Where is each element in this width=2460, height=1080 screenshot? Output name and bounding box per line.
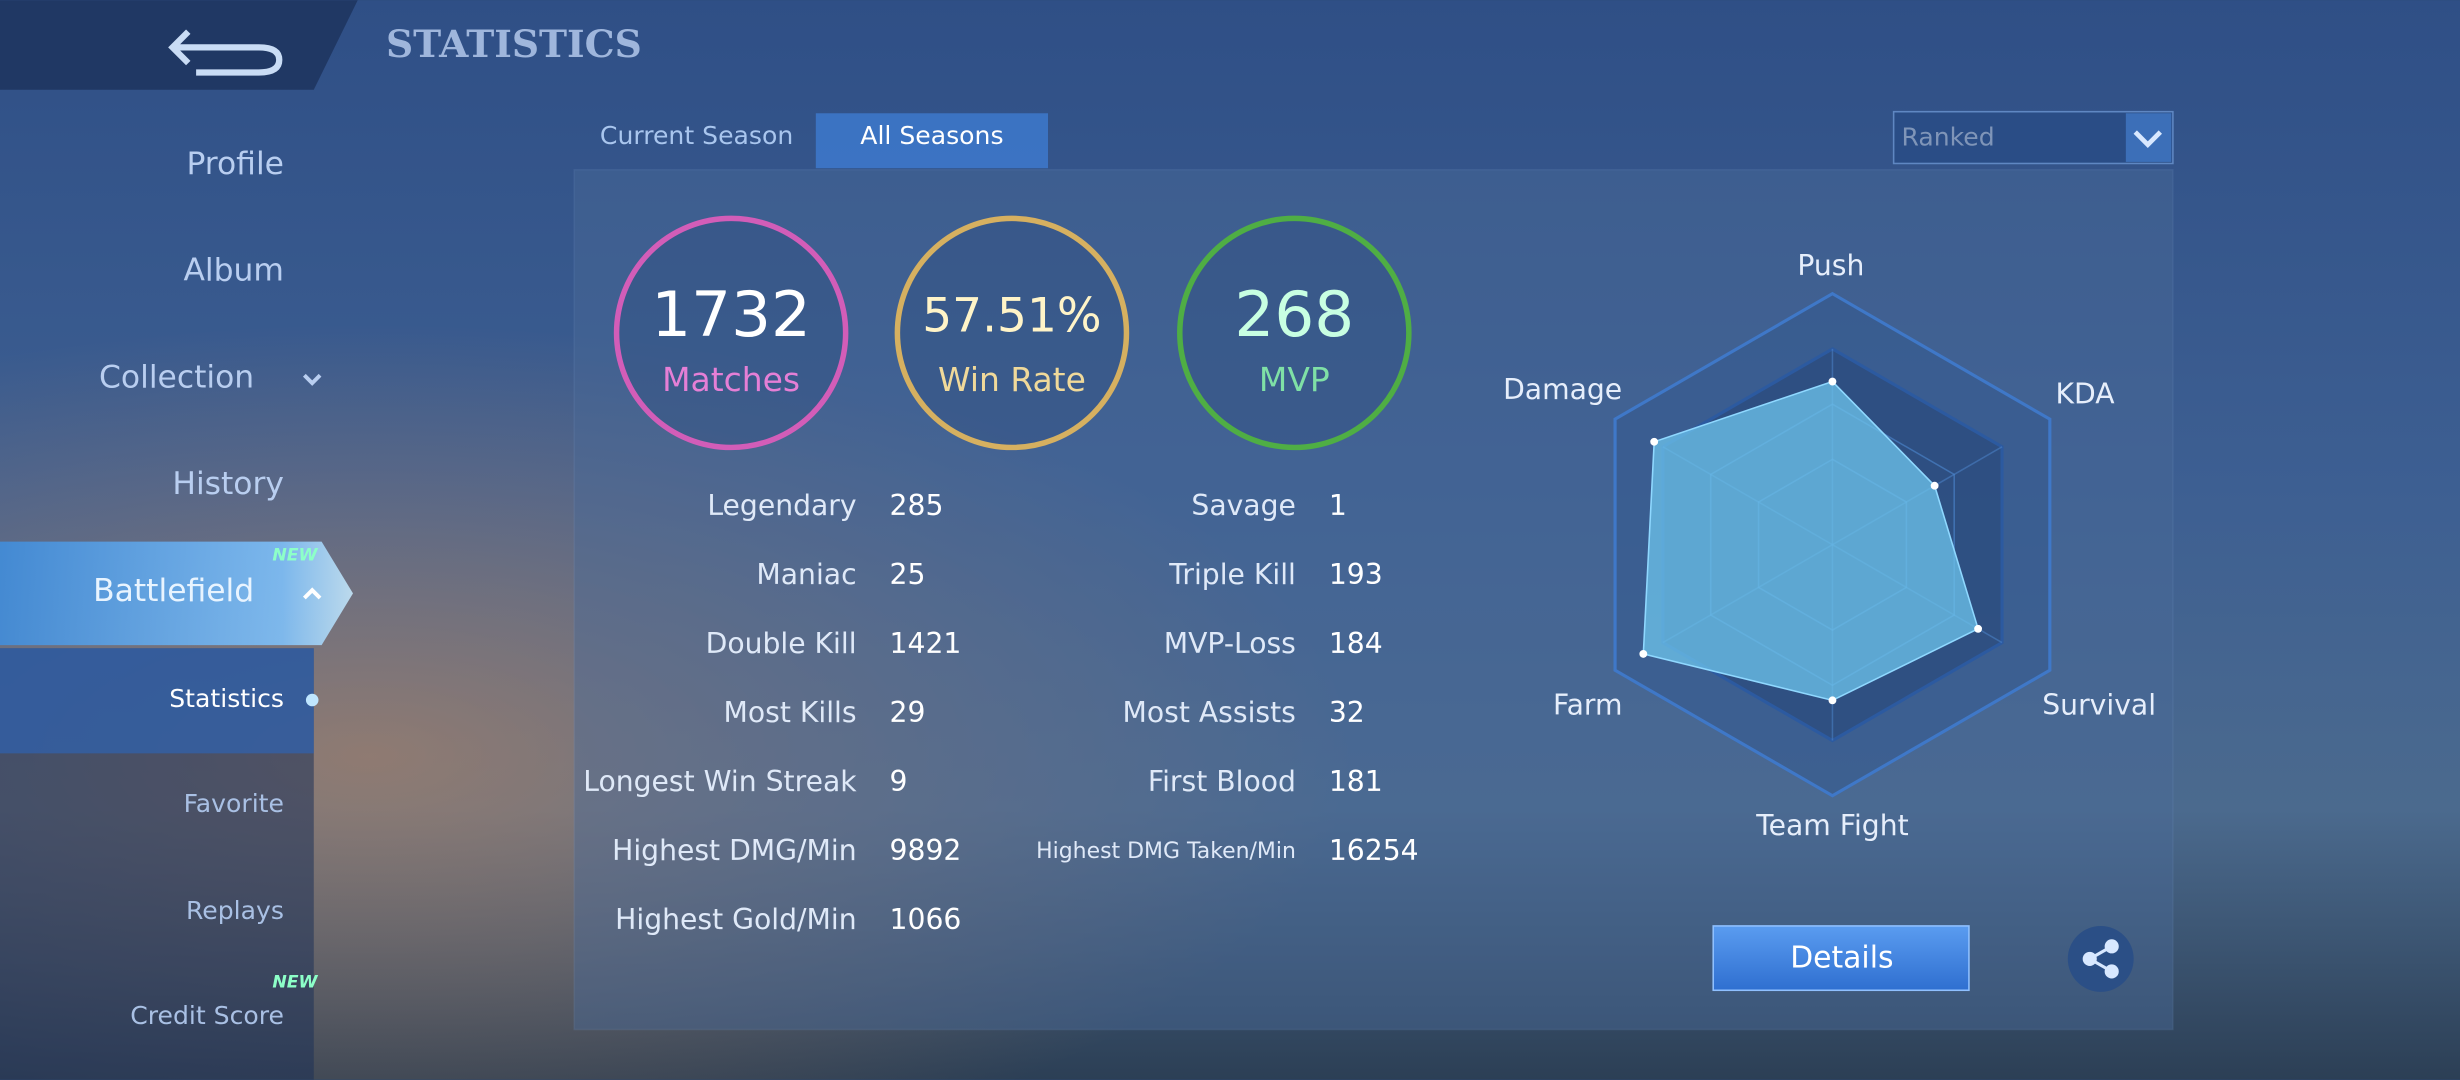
season-tab[interactable]: All Seasons <box>860 121 1003 150</box>
selected-dot <box>305 693 319 707</box>
stat-value: 16254 <box>1329 834 1419 867</box>
season-tab[interactable]: Current Season <box>600 121 793 150</box>
summary-label: Win Rate <box>938 360 1086 399</box>
stat-label: Double Kill <box>706 627 857 660</box>
stat-value: 9892 <box>890 834 962 867</box>
tab-selected <box>815 113 1049 169</box>
share-icon <box>2082 939 2119 979</box>
summary-ring <box>1177 215 1412 451</box>
stat-value: 29 <box>890 696 926 729</box>
radar-label: Team Fight <box>1755 809 1908 842</box>
new-badge: NEW <box>272 546 318 566</box>
stat-label: First Blood <box>1148 765 1296 798</box>
stat-label: Longest Win Streak <box>583 765 857 798</box>
summary-value: 57.51% <box>922 288 1101 343</box>
radar-point <box>1639 649 1648 658</box>
stat-value: 25 <box>890 558 926 591</box>
filter-value: Ranked <box>1901 122 1994 151</box>
dropdown-chevron <box>2133 130 2163 148</box>
menu-item[interactable]: History <box>172 466 284 502</box>
radar-point <box>1828 696 1837 705</box>
submenu-item[interactable]: Statistics <box>169 684 284 713</box>
submenu-item[interactable]: Favorite <box>184 789 284 818</box>
summary-ring <box>613 215 849 451</box>
new-badge: NEW <box>272 972 318 992</box>
summary-label: MVP <box>1259 360 1330 399</box>
stat-label: Legendary <box>707 489 856 522</box>
radar-point <box>1650 437 1659 446</box>
stat-label: Triple Kill <box>1168 558 1296 591</box>
menu-item[interactable]: Collection <box>99 359 254 395</box>
summary-value: 1732 <box>651 278 811 351</box>
radar-label: Survival <box>2042 688 2156 721</box>
collection-chevron <box>302 373 322 386</box>
stat-value: 1421 <box>890 627 962 660</box>
stat-label: Most Kills <box>724 696 857 729</box>
stat-value: 1 <box>1329 489 1347 522</box>
radar-label: Push <box>1797 249 1864 282</box>
summary-label: Matches <box>662 360 800 399</box>
radar-point <box>1828 377 1837 386</box>
summary-ring <box>894 215 1130 451</box>
menu-item[interactable]: Profile <box>186 146 284 182</box>
stat-value: 285 <box>890 489 944 522</box>
radar-point <box>1930 481 1939 490</box>
page-title: STATISTICS <box>386 22 642 66</box>
radar-point <box>1974 624 1983 633</box>
radar-label: Damage <box>1503 373 1622 406</box>
stat-value: 9 <box>890 765 908 798</box>
battlefield-chevron <box>302 587 322 600</box>
menu-item[interactable]: Battlefield <box>93 573 254 609</box>
details-button[interactable] <box>1712 925 1970 992</box>
stat-value: 32 <box>1329 696 1365 729</box>
stat-value: 181 <box>1329 765 1383 798</box>
stat-label: Most Assists <box>1123 696 1296 729</box>
stat-label: Highest DMG Taken/Min <box>1036 839 1296 864</box>
summary-value: 268 <box>1234 278 1354 351</box>
stat-value: 193 <box>1329 558 1383 591</box>
radar-label: Farm <box>1553 688 1623 721</box>
stat-value: 184 <box>1329 627 1383 660</box>
submenu-item[interactable]: Credit Score <box>130 1001 284 1030</box>
battlefield-highlight <box>0 541 353 646</box>
submenu-item[interactable]: Replays <box>186 896 284 925</box>
stat-label: MVP-Loss <box>1164 627 1296 660</box>
stat-label: Highest Gold/Min <box>615 903 856 936</box>
details-label[interactable]: Details <box>1790 940 1893 975</box>
submenu-selected <box>0 648 314 754</box>
back-button[interactable] <box>168 29 283 76</box>
stat-label: Highest DMG/Min <box>612 834 856 867</box>
stat-label: Maniac <box>756 558 856 591</box>
stat-value: 1066 <box>890 903 962 936</box>
menu-item[interactable]: Album <box>183 253 284 289</box>
dropdown-toggle[interactable] <box>2125 113 2172 162</box>
share-button[interactable] <box>2067 925 2134 992</box>
radar-label: KDA <box>2056 378 2116 411</box>
stat-label: Savage <box>1191 489 1295 522</box>
